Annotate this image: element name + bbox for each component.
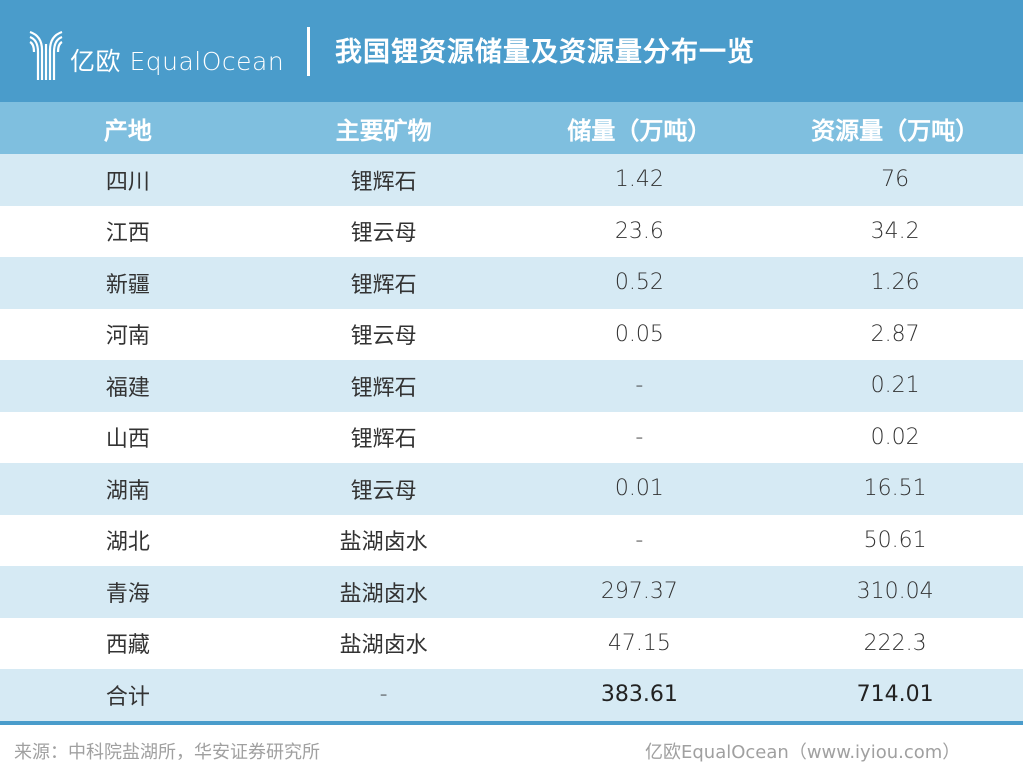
- cell-resources: 16.51: [767, 463, 1023, 515]
- source-note: 来源：中科院盐湖所，华安证券研究所: [14, 742, 320, 763]
- cell-origin: 四川: [0, 154, 256, 206]
- cell-reserves: 297.37: [511, 566, 768, 618]
- logo-text: 亿欧 EqualOcean: [70, 47, 285, 76]
- cell-reserves: -: [511, 514, 768, 566]
- cell-resources: 76: [767, 154, 1023, 206]
- cell-resources: 0.21: [767, 360, 1023, 412]
- table-row: 新疆 锂辉石 0.52 1.26: [0, 257, 1023, 309]
- cell-mineral: 盐湖卤水: [255, 566, 512, 618]
- header-divider: [307, 27, 310, 76]
- cell-origin: 湖北: [0, 514, 256, 566]
- cell-origin: 青海: [0, 566, 256, 618]
- cell-origin: 河南: [0, 308, 256, 360]
- cell-resources: 310.04: [767, 566, 1023, 618]
- page-title: 我国锂资源储量及资源量分布一览: [335, 37, 755, 68]
- table-row: 河南 锂云母 0.05 2.87: [0, 308, 1023, 360]
- cell-mineral: 锂辉石: [255, 154, 512, 206]
- header-banner: 亿欧 EqualOcean 我国锂资源储量及资源量分布一览: [0, 0, 1023, 102]
- cell-mineral: 锂辉石: [255, 411, 512, 463]
- cell-mineral: 锂辉石: [255, 257, 512, 309]
- table-row: 福建 锂辉石 -0.21: [0, 360, 1023, 412]
- table-header-row: 产地 主要矿物 储量（万吨） 资源量（万吨）: [0, 102, 1023, 154]
- cell-reserves: 23.6: [511, 205, 768, 257]
- cell-origin: 江西: [0, 205, 256, 257]
- cell-resources: 0.02: [767, 411, 1023, 463]
- cell-mineral: 锂辉石: [255, 360, 512, 412]
- cell-reserves: -: [511, 411, 768, 463]
- cell-mineral: 锂云母: [255, 205, 512, 257]
- cell-origin: 湖南: [0, 463, 256, 515]
- cell-resources: 50.61: [767, 514, 1023, 566]
- cell-resources: 1.26: [767, 257, 1023, 309]
- cell-mineral: 盐湖卤水: [255, 514, 512, 566]
- column-header-origin: 产地: [0, 102, 256, 154]
- credit-note: 亿欧EqualOcean（www.iyiou.com）: [645, 742, 961, 763]
- cell-reserves: 0.01: [511, 463, 768, 515]
- cell-mineral: -: [255, 669, 512, 725]
- cell-reserves: 383.61: [511, 669, 768, 725]
- column-header-mineral: 主要矿物: [255, 102, 512, 154]
- table-row: 西藏 盐湖卤水 47.15 222.3: [0, 617, 1023, 669]
- cell-mineral: 锂云母: [255, 463, 512, 515]
- cell-resources: 714.01: [767, 669, 1023, 725]
- table-row: 湖北 盐湖卤水 -50.61: [0, 514, 1023, 566]
- cell-reserves: -: [511, 360, 768, 412]
- cell-resources: 2.87: [767, 308, 1023, 360]
- cell-origin: 合计: [0, 669, 256, 725]
- cell-origin: 福建: [0, 360, 256, 412]
- table-row: 湖南 锂云母 0.01 16.51: [0, 463, 1023, 515]
- cell-reserves: 0.52: [511, 257, 768, 309]
- table-row: 青海 盐湖卤水 297.37 310.04: [0, 566, 1023, 618]
- table-row: 四川 锂辉石 1.42 76: [0, 154, 1023, 206]
- cell-origin: 山西: [0, 411, 256, 463]
- cell-mineral: 锂云母: [255, 308, 512, 360]
- table-row: 江西 锂云母 23.6 34.2: [0, 205, 1023, 257]
- cell-origin: 新疆: [0, 257, 256, 309]
- logo-mark-icon: [29, 30, 63, 80]
- cell-reserves: 1.42: [511, 154, 768, 206]
- table-total-row: 合计 -383.61 714.01: [0, 669, 1023, 725]
- cell-reserves: 47.15: [511, 617, 768, 669]
- equalocean-logo: 亿欧 EqualOcean: [28, 24, 284, 80]
- table-row: 山西 锂辉石 -0.02: [0, 411, 1023, 463]
- cell-resources: 34.2: [767, 205, 1023, 257]
- column-header-reserves: 储量（万吨）: [511, 102, 768, 154]
- cell-mineral: 盐湖卤水: [255, 617, 512, 669]
- table-body: 四川 锂辉石 1.42 76 江西 锂云母 23.6 34.2 新疆 锂辉石 0.52 1.26 河南锂…: [0, 154, 1023, 725]
- lithium-table: 产地 主要矿物 储量（万吨） 资源量（万吨） 四川 锂辉石 1.42 76 江西 锂云母 2…: [0, 102, 1023, 725]
- column-header-resources: 资源量（万吨）: [767, 102, 1023, 154]
- cell-resources: 222.3: [767, 617, 1023, 669]
- cell-reserves: 0.05: [511, 308, 768, 360]
- cell-origin: 西藏: [0, 617, 256, 669]
